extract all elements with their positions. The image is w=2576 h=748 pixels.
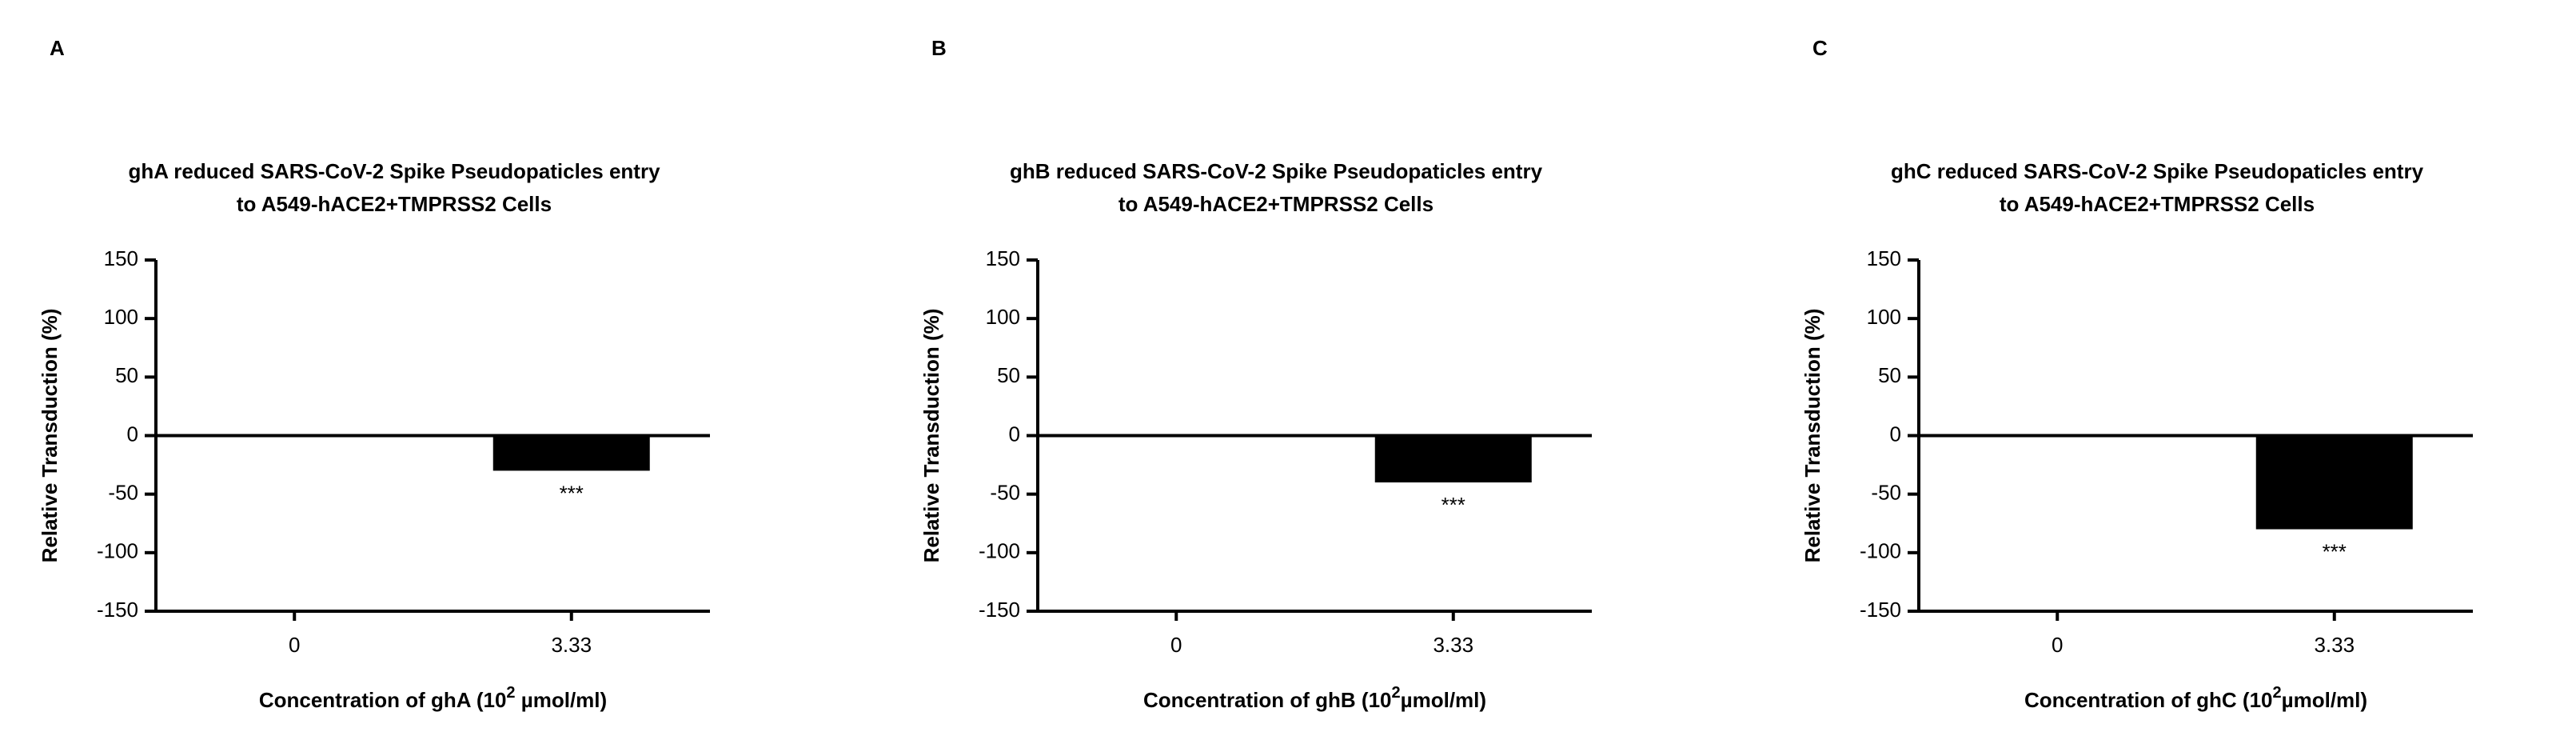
x-axis-label-part: 2: [506, 684, 515, 702]
y-tick-label: 0: [1890, 422, 1901, 446]
y-axis-label: Relative Transduction (%): [919, 309, 943, 563]
y-tick-label: -100: [979, 539, 1020, 563]
bar: [492, 435, 650, 471]
y-tick-label: 50: [997, 363, 1020, 387]
x-tick-label: 3.33: [1433, 633, 1473, 657]
y-tick-label: -100: [97, 539, 138, 563]
x-axis-label-part: Concentration of ghB (10: [1143, 688, 1392, 712]
x-axis-label: Concentration of ghA (102 µmol/ml): [259, 684, 607, 712]
y-tick-label: -150: [979, 598, 1020, 622]
y-tick-label: 50: [1878, 363, 1901, 387]
bar: [1374, 435, 1532, 483]
y-tick-label: 50: [115, 363, 138, 387]
y-tick-label: 100: [104, 305, 138, 329]
x-axis-label-part: 2: [1392, 684, 1401, 702]
y-tick-label: 0: [1009, 422, 1020, 446]
chart-title: to A549-hACE2+TMPRSS2 Cells: [1119, 192, 1434, 216]
chart-title: to A549-hACE2+TMPRSS2 Cells: [237, 192, 552, 216]
y-tick-label: 150: [1867, 246, 1901, 270]
y-tick-label: -50: [1871, 481, 1901, 505]
y-tick-label: -50: [990, 481, 1020, 505]
x-tick-label: 0: [1170, 633, 1182, 657]
y-tick-label: -150: [1860, 598, 1901, 622]
significance-label: ***: [560, 481, 584, 505]
x-axis-label: Concentration of ghC (102µmol/ml): [2024, 684, 2367, 712]
chart-title: ghB reduced SARS-CoV-2 Spike Pseudopatic…: [1010, 159, 1543, 183]
x-axis-label-part: Concentration of ghA (10: [259, 688, 507, 712]
y-axis-label: Relative Transduction (%): [38, 309, 62, 563]
y-tick-label: -150: [97, 598, 138, 622]
x-axis-label-part: Concentration of ghC (10: [2024, 688, 2273, 712]
x-axis-label-part: 2: [2273, 684, 2282, 702]
panel-label: A: [50, 36, 65, 60]
x-axis-label-part: µmol/ml): [516, 688, 608, 712]
y-tick-label: 100: [986, 305, 1020, 329]
chart-title: ghC reduced SARS-CoV-2 Spike Pseudopatic…: [1891, 159, 2424, 183]
panel-label: C: [1812, 36, 1828, 60]
significance-label: ***: [1442, 493, 1465, 517]
y-axis-label: Relative Transduction (%): [1800, 309, 1824, 563]
x-tick-label: 3.33: [551, 633, 592, 657]
x-axis-label: Concentration of ghB (102µmol/ml): [1143, 684, 1486, 712]
x-tick-label: 0: [289, 633, 300, 657]
y-tick-label: 100: [1867, 305, 1901, 329]
x-tick-label: 3.33: [2314, 633, 2355, 657]
x-tick-label: 0: [2052, 633, 2063, 657]
chart-title: ghA reduced SARS-CoV-2 Spike Pseudopatic…: [128, 159, 660, 183]
bar: [2255, 435, 2413, 530]
x-axis-label-part: µmol/ml): [2282, 688, 2367, 712]
y-tick-label: -100: [1860, 539, 1901, 563]
x-axis-label-part: µmol/ml): [1401, 688, 1486, 712]
y-tick-label: 150: [986, 246, 1020, 270]
y-tick-label: -50: [108, 481, 138, 505]
significance-label: ***: [2323, 539, 2347, 563]
y-tick-label: 150: [104, 246, 138, 270]
y-tick-label: 0: [127, 422, 138, 446]
panel-label: B: [931, 36, 947, 60]
chart-title: to A549-hACE2+TMPRSS2 Cells: [2000, 192, 2315, 216]
